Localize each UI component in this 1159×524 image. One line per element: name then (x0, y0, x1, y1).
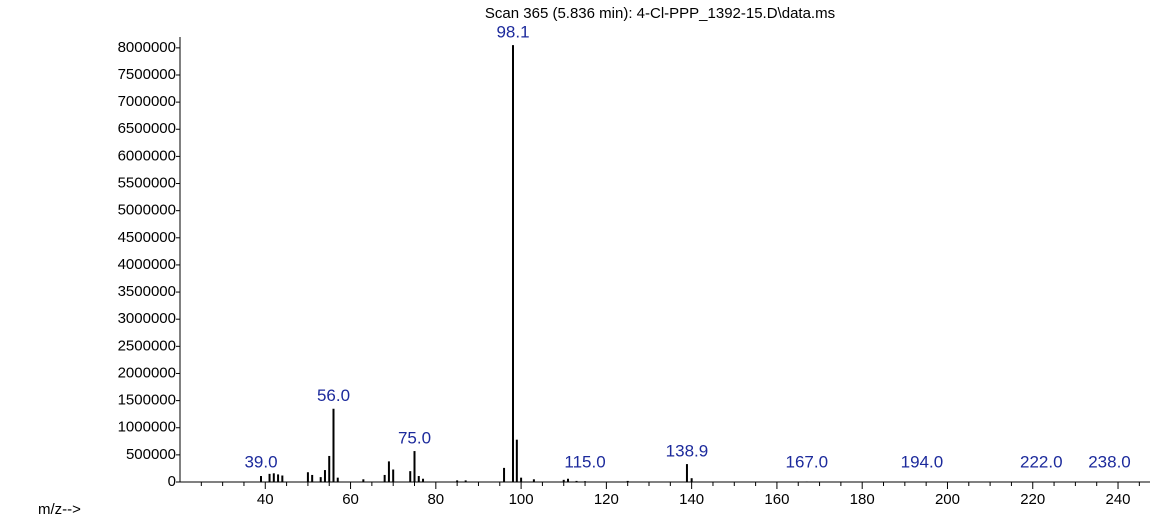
x-tick-label: 80 (427, 491, 444, 508)
x-tick-label: 100 (509, 491, 534, 508)
peak-label: 167.0 (785, 452, 828, 471)
y-tick-label: 4000000 (118, 256, 176, 273)
x-tick-label: 200 (935, 491, 960, 508)
peak-label: 98.1 (496, 23, 529, 42)
y-tick-label: 3500000 (118, 283, 176, 300)
y-tick-label: 5000000 (118, 202, 176, 219)
y-tick-label: 0 (168, 473, 176, 490)
x-tick-label: 140 (679, 491, 704, 508)
y-tick-label: 2000000 (118, 364, 176, 381)
y-tick-label: 6500000 (118, 120, 176, 137)
y-tick-label: 7500000 (118, 66, 176, 83)
y-tick-label: 5500000 (118, 174, 176, 191)
peak-label: 75.0 (398, 429, 431, 448)
x-axis-label: m/z--> (38, 501, 81, 518)
peak-label: 39.0 (244, 452, 277, 471)
x-tick-label: 240 (1106, 491, 1131, 508)
y-tick-label: 4500000 (118, 229, 176, 246)
peak-label: 56.0 (317, 386, 350, 405)
y-tick-label: 500000 (126, 446, 176, 463)
y-tick-label: 6000000 (118, 147, 176, 164)
y-tick-label: 1500000 (118, 392, 176, 409)
x-tick-label: 160 (764, 491, 789, 508)
x-tick-label: 60 (342, 491, 359, 508)
x-tick-label: 220 (1020, 491, 1045, 508)
y-tick-label: 7000000 (118, 93, 176, 110)
y-tick-label: 2500000 (118, 337, 176, 354)
peak-label: 138.9 (666, 442, 709, 461)
y-tick-label: 1000000 (118, 419, 176, 436)
x-tick-label: 180 (850, 491, 875, 508)
peak-label: 194.0 (901, 452, 944, 471)
y-tick-label: 3000000 (118, 310, 176, 327)
peak-label: 222.0 (1020, 452, 1063, 471)
chart-title: Scan 365 (5.836 min): 4-Cl-PPP_1392-15.D… (485, 5, 835, 22)
x-tick-label: 40 (257, 491, 274, 508)
y-tick-label: 8000000 (118, 39, 176, 56)
x-tick-label: 120 (594, 491, 619, 508)
peak-label: 238.0 (1088, 452, 1131, 471)
peak-label: 115.0 (564, 452, 605, 471)
